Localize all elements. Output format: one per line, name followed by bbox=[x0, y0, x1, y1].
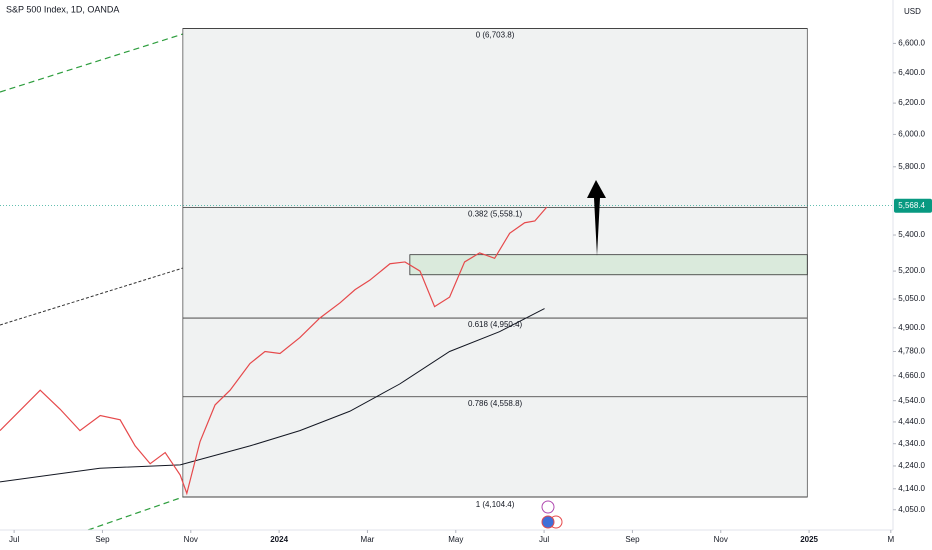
fib-label: 0.786 (4,558.8) bbox=[468, 399, 523, 408]
last-price-box bbox=[894, 198, 932, 213]
x-tick-label: Jul bbox=[9, 535, 19, 544]
x-tick-label: 2025 bbox=[800, 535, 818, 544]
x-tick-label: M bbox=[887, 535, 894, 544]
zone bbox=[409, 254, 808, 276]
x-tick-label: Mar bbox=[361, 535, 375, 544]
channel-line bbox=[0, 267, 184, 326]
x-tick-label: Jul bbox=[539, 535, 549, 544]
x-tick-label: Sep bbox=[95, 535, 110, 544]
y-tick-label: 5,200.0 bbox=[898, 266, 925, 275]
channel-line bbox=[87, 496, 184, 531]
y-tick-label: 5,800.0 bbox=[898, 162, 925, 171]
y-tick-label: 5,050.0 bbox=[898, 294, 925, 303]
fib-label: 1 (4,104.4) bbox=[476, 500, 515, 509]
channel-line bbox=[0, 33, 184, 93]
y-tick-label: 4,440.0 bbox=[898, 417, 925, 426]
price-line bbox=[0, 206, 548, 496]
y-tick-label: 6,600.0 bbox=[898, 39, 925, 48]
plot: 0 (6,703.8) 0.382 (5,558.1) 0.618 (4,950.4… bbox=[0, 28, 893, 509]
y-tick-label: 4,540.0 bbox=[898, 396, 925, 405]
x-tick-label: Sep bbox=[625, 535, 640, 544]
y-tick-label: 4,780.0 bbox=[898, 347, 925, 356]
y-tick-label: 4,050.0 bbox=[898, 505, 925, 514]
y-tick-label: 6,400.0 bbox=[898, 68, 925, 77]
fib-label: 0.618 (4,950.4) bbox=[468, 320, 523, 329]
x-tick-label: Nov bbox=[714, 535, 728, 544]
y-tick-label: 4,660.0 bbox=[898, 371, 925, 380]
last-price-label: 5,568.4 bbox=[898, 201, 925, 210]
y-tick-label: 4,240.0 bbox=[898, 461, 925, 470]
y-tick-label: 6,200.0 bbox=[898, 98, 925, 107]
event-icon bbox=[541, 500, 555, 514]
moving-average bbox=[0, 308, 545, 483]
up-arrow bbox=[587, 180, 606, 256]
y-tick-label: 4,140.0 bbox=[898, 484, 925, 493]
fib-label: 0 (6,703.8) bbox=[476, 31, 515, 40]
x-tick-label: May bbox=[448, 535, 463, 544]
y-tick-label: 4,340.0 bbox=[898, 439, 925, 448]
fib-label: 0.382 (5,558.1) bbox=[468, 210, 523, 219]
y-tick-label: 5,400.0 bbox=[898, 230, 925, 239]
fib-box bbox=[182, 28, 808, 498]
chart-title: S&P 500 Index, 1D, OANDA bbox=[6, 4, 119, 14]
currency: USD bbox=[904, 7, 921, 16]
event-icon bbox=[541, 515, 555, 529]
y-tick-label: 4,900.0 bbox=[898, 323, 925, 332]
y-tick-label: 6,000.0 bbox=[898, 130, 925, 139]
x-tick-label: Nov bbox=[184, 535, 198, 544]
x-tick-label: 2024 bbox=[270, 535, 288, 544]
